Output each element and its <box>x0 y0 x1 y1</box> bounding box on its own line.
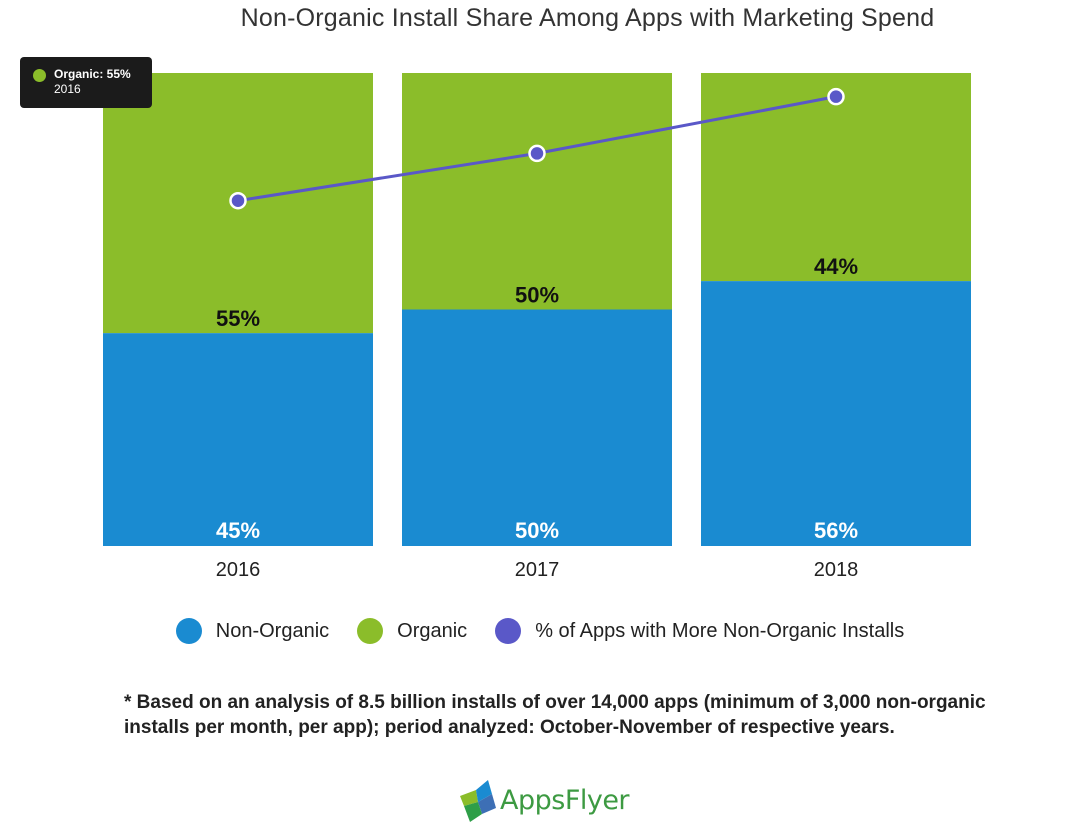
footnote: * Based on an analysis of 8.5 billion in… <box>124 692 986 738</box>
x-tick-label-2018: 2018 <box>814 559 859 581</box>
tooltip-subtitle: 2016 <box>54 82 81 96</box>
legend-item-organic[interactable]: Organic <box>357 618 467 644</box>
line-point-2018 <box>827 87 845 106</box>
bar-non-organic-2018 <box>701 281 971 546</box>
legend-dot-non-organic <box>175 618 202 644</box>
data-label-non-organic-2018: 56% <box>814 518 858 543</box>
bar-non-organic-2016 <box>103 333 373 546</box>
tooltip: Organic: 55% 2016 <box>20 57 152 108</box>
legend-dot-organic <box>357 618 384 644</box>
legend-label: % of Apps with More Non-Organic Installs <box>535 619 905 642</box>
legend-item-non-organic[interactable]: Non-Organic <box>175 618 330 644</box>
chart-title: Non-Organic Install Share Among Apps wit… <box>240 4 935 32</box>
tooltip-title: Organic: 55% <box>54 67 131 81</box>
data-label-organic-2017: 50% <box>515 283 559 308</box>
appsflyer-logo: AppsFlyer <box>456 776 630 826</box>
appsflyer-logo-icon <box>460 780 496 822</box>
legend-item-apps-share[interactable]: % of Apps with More Non-Organic Installs <box>495 618 904 644</box>
bar-organic-2018 <box>701 73 971 282</box>
chart-legend: Non-Organic Organic % of Apps with More … <box>0 618 1080 644</box>
tooltip-dot <box>33 69 46 82</box>
x-tick-label-2017: 2017 <box>515 559 560 581</box>
data-label-non-organic-2016: 45% <box>216 518 260 543</box>
chart-canvas: 55% 45% 2016 50% 50% 2017 44% 56% 2018 <box>103 73 971 581</box>
appsflyer-logo-text: AppsFlyer <box>500 785 630 816</box>
line-point-2016 <box>229 191 247 210</box>
bar-non-organic-2017 <box>402 309 672 546</box>
legend-label: Organic <box>397 619 468 642</box>
bar-organic-2017 <box>402 73 672 310</box>
x-tick-label-2016: 2016 <box>216 559 261 581</box>
data-label-organic-2016: 55% <box>216 306 260 331</box>
line-point-2017 <box>528 144 546 163</box>
legend-dot-apps-share <box>495 618 522 644</box>
data-label-non-organic-2017: 50% <box>515 518 559 543</box>
data-label-organic-2018: 44% <box>814 254 858 279</box>
legend-label: Non-Organic <box>215 619 330 642</box>
